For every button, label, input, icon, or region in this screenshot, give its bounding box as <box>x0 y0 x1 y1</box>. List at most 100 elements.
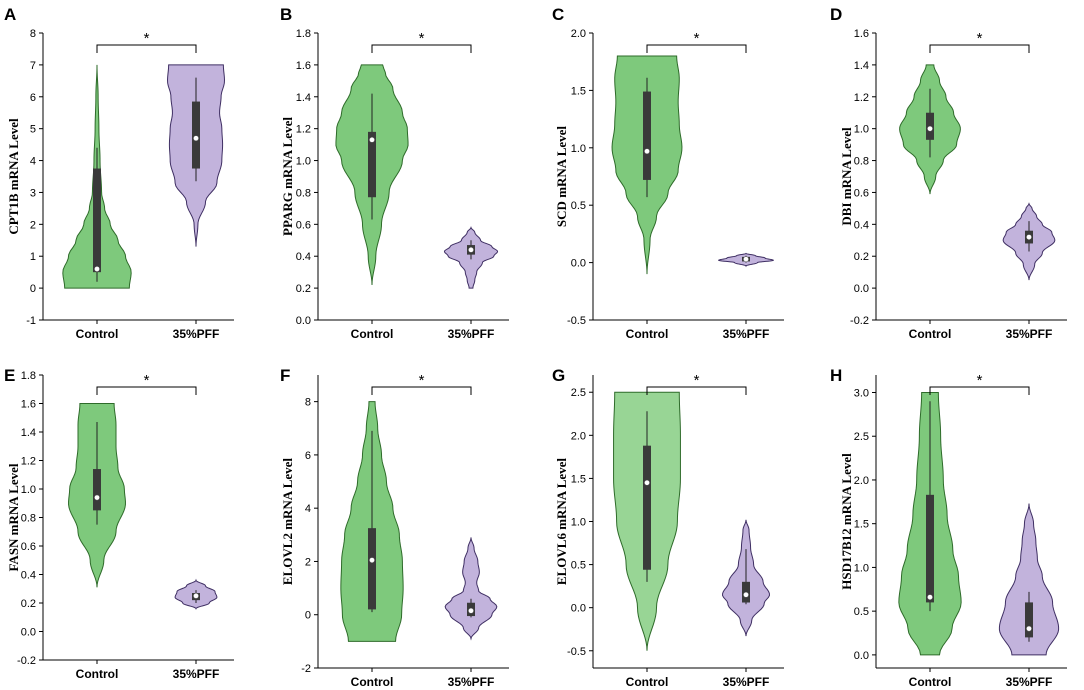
panel-E: E -0.2 0.0 0.2 0.4 0.6 0.8 1.0 1.2 1.4 1.6 1.8 Contr… <box>4 366 234 681</box>
y-tick-label: 1.8 <box>296 28 311 40</box>
x-category-label: 35%PFF <box>723 327 770 341</box>
y-tick-label: 1.4 <box>854 60 869 72</box>
y-axis-label: ELOVL6 mRNA Level <box>554 458 569 586</box>
iqr-box <box>643 91 651 180</box>
y-tick-label: 2.0 <box>571 28 586 40</box>
y-tick-label: 1.5 <box>571 473 586 485</box>
x-category-label: Control <box>909 327 952 341</box>
y-tick-label: 0.2 <box>296 283 311 295</box>
median-dot <box>369 136 375 143</box>
y-tick-label: 1.5 <box>854 519 869 531</box>
y-tick-label: -2 <box>301 663 311 675</box>
x-category-label: 35%PFF <box>173 327 220 341</box>
y-tick-label: 1.4 <box>21 427 36 439</box>
median-dot <box>468 246 474 253</box>
y-axis-label: CPT1B mRNA Level <box>6 118 21 235</box>
iqr-box <box>926 494 934 603</box>
median-dot <box>927 125 933 132</box>
significance-bracket <box>371 44 472 53</box>
iqr-box <box>1025 602 1033 638</box>
y-tick-label: 0.6 <box>854 187 869 199</box>
x-category-label: 35%PFF <box>448 675 495 689</box>
significance-bracket <box>646 386 747 395</box>
y-tick-label: 1.2 <box>854 92 869 104</box>
y-axis-label: ELOVL2 mRNA Level <box>280 458 295 586</box>
significance-bracket <box>96 386 197 395</box>
y-tick-label: 1.2 <box>296 124 311 136</box>
y-tick-label: 0.0 <box>296 315 311 327</box>
y-tick-label: 0.2 <box>21 598 36 610</box>
y-tick-label: 1.0 <box>571 143 586 155</box>
panel-B: B 0.0 0.2 0.4 0.6 0.8 1.0 1.2 1.4 1.6 1.8 Control 35… <box>280 5 509 341</box>
y-tick-label: 0.8 <box>296 187 311 199</box>
y-tick-label: 4 <box>305 503 311 515</box>
x-category-label: Control <box>76 667 119 681</box>
y-tick-label: 1.2 <box>21 456 36 468</box>
x-category-label: Control <box>351 327 394 341</box>
panel-A: A -1 0 1 2 3 4 5 6 7 8 Control 35%PFF CPT1B mRNA Leve… <box>4 5 234 341</box>
y-tick-label: 0.4 <box>854 219 869 231</box>
y-tick-label: 1.6 <box>854 28 869 40</box>
y-tick-label: -1 <box>26 315 36 327</box>
y-tick-label: 0.5 <box>854 606 869 618</box>
y-tick-label: 1.0 <box>296 156 311 168</box>
y-tick-label: 0.8 <box>21 513 36 525</box>
median-dot <box>1026 625 1032 632</box>
y-tick-label: 6 <box>30 92 36 104</box>
significance-bracket <box>929 386 1030 395</box>
x-category-label: Control <box>626 675 669 689</box>
y-tick-label: -0.2 <box>850 315 869 327</box>
y-tick-label: 0.0 <box>21 627 36 639</box>
median-dot <box>94 266 100 272</box>
y-tick-label: 2 <box>305 556 311 568</box>
panel-letter: H <box>830 366 842 385</box>
median-dot <box>193 593 199 599</box>
x-category-label: Control <box>909 675 952 689</box>
median-dot <box>193 135 199 142</box>
y-tick-label: 4 <box>30 156 36 168</box>
y-tick-label: 1.8 <box>21 370 36 382</box>
panel-letter: A <box>4 5 16 24</box>
y-tick-label: 1.4 <box>296 92 311 104</box>
y-tick-label: 0 <box>305 610 311 622</box>
median-dot <box>644 479 650 486</box>
significance-bracket <box>646 44 747 53</box>
iqr-box <box>368 131 376 198</box>
y-tick-label: 2.0 <box>854 475 869 487</box>
y-tick-label: 0 <box>30 283 36 295</box>
y-tick-label: 2.5 <box>854 431 869 443</box>
significance-star: * <box>144 372 150 389</box>
median-dot <box>369 557 375 563</box>
iqr-box <box>93 168 101 273</box>
x-category-label: 35%PFF <box>1006 675 1053 689</box>
y-tick-label: -0.5 <box>567 646 586 658</box>
median-dot <box>1026 234 1032 240</box>
y-tick-label: 0.0 <box>854 283 869 295</box>
iqr-box <box>643 445 651 570</box>
median-dot <box>644 148 650 155</box>
significance-bracket <box>96 44 197 53</box>
panel-letter: E <box>4 366 15 385</box>
y-tick-label: 1.0 <box>571 517 586 529</box>
y-tick-label: 1.0 <box>21 484 36 496</box>
y-tick-label: 1.0 <box>854 124 869 136</box>
y-tick-label: 1.0 <box>854 562 869 574</box>
panel-G: G -0.5 0.0 0.5 1.0 1.5 2.0 2.5 Control 35%PFF ELOV… <box>552 366 784 689</box>
y-tick-label: 5 <box>30 124 36 136</box>
median-dot <box>468 607 474 614</box>
median-dot <box>743 591 749 598</box>
y-axis-label: DBI mRNA Level <box>839 127 854 226</box>
x-category-label: 35%PFF <box>448 327 495 341</box>
violin-pff <box>444 537 498 641</box>
x-category-label: 35%PFF <box>723 675 770 689</box>
median-dot <box>743 256 749 263</box>
significance-star: * <box>419 372 425 389</box>
median-dot <box>927 594 933 601</box>
panel-C: C -0.5 0.0 0.5 1.0 1.5 2.0 Control 35%PFF SCD mRN… <box>552 5 784 341</box>
significance-star: * <box>977 30 983 47</box>
y-tick-label: 6 <box>305 450 311 462</box>
y-tick-label: -0.2 <box>17 655 36 667</box>
y-tick-label: 0.0 <box>571 258 586 270</box>
y-tick-label: 2.5 <box>571 387 586 399</box>
